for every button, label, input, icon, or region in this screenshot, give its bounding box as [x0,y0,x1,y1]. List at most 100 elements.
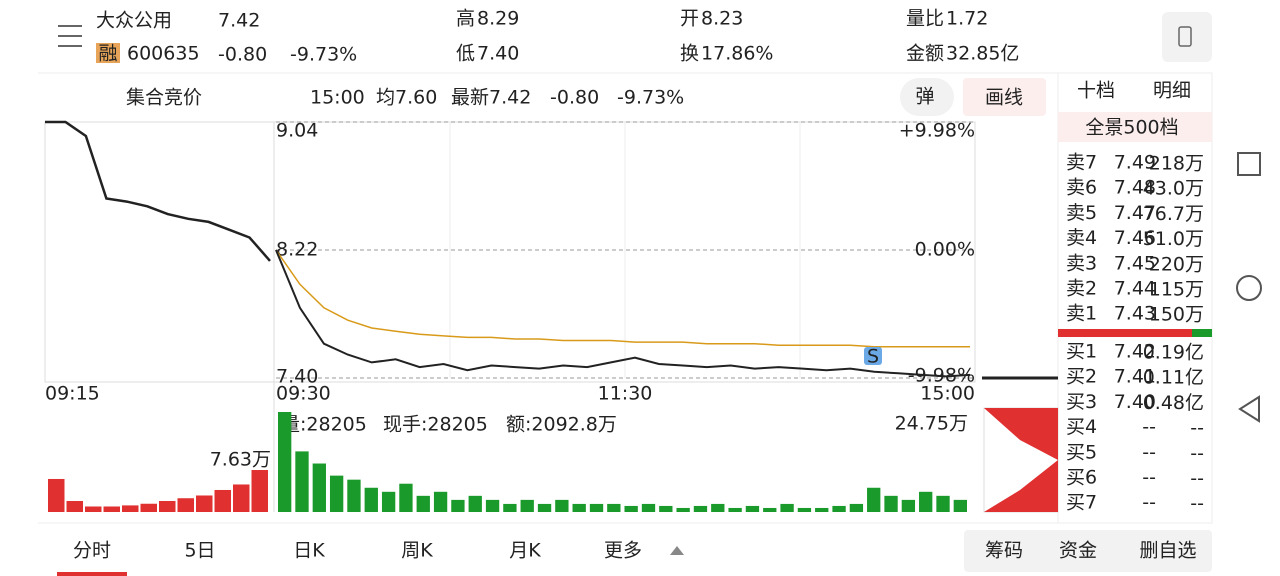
volume-bar [936,495,950,512]
y-tick-label: 7.40 [276,366,318,388]
divider-bar [1058,329,1212,337]
ob-volume: 51.0万 [1143,228,1204,250]
toolbar-change: -0.80 [550,87,599,109]
ob-volume: 76.7万 [1143,203,1204,225]
volume-bar [901,499,916,512]
volume-bar [728,507,742,512]
stat-label: 量比 [906,8,944,30]
change-pct: -9.73% [290,44,357,66]
bottom-tab[interactable]: 日K [293,540,325,562]
volume-bar [815,507,829,512]
ob-label: 卖4 [1066,227,1097,249]
volume-bar [763,507,777,512]
volume-bar [953,499,967,512]
volume: 量:28205 [281,414,367,436]
action-button[interactable]: 资金 [1059,540,1097,562]
menu-icon[interactable] [58,25,82,47]
stock-name: 大众公用 [96,10,172,32]
volume-bar [364,487,378,512]
volume-bar [468,495,482,512]
ob-volume: 218万 [1149,153,1204,175]
volume-bar [416,495,430,512]
ob-label: 买5 [1066,441,1097,463]
ob-price: -- [1142,467,1156,489]
ob-volume: 0.11亿 [1143,367,1204,389]
y2-tick-label: 0.00% [915,239,975,261]
price-line [275,249,971,378]
volume-bar [399,483,413,512]
popup[interactable]: 弹 [915,86,934,108]
panorama-bg [1058,112,1212,142]
tab[interactable]: 十档 [1077,80,1115,102]
volume-bar [693,505,708,512]
price: 7.42 [218,10,260,32]
orderbook-panel [1057,72,1213,524]
volume-bar [797,507,812,512]
ob-label: 卖6 [1066,177,1097,199]
tab[interactable]: 明细 [1153,80,1191,102]
auction-volume-bar [177,498,194,512]
ob-volume: 0.19亿 [1143,342,1204,364]
ob-price: 7.46 [1114,227,1156,249]
volume-bar [537,503,552,512]
ob-volume: -- [1190,442,1204,464]
badge: 融 [98,43,117,65]
bottom-tab[interactable]: 更多 [604,540,642,562]
auction-label: 集合竞价 [126,87,202,109]
switch-button[interactable] [1162,12,1212,62]
time-label: 09:15 [45,383,100,405]
volume-bar [711,503,725,512]
nav-recent[interactable] [1237,152,1261,176]
stat-label: 开 [680,8,699,30]
y-tick-label: 9.04 [276,120,318,142]
ob-label: 买1 [1066,341,1097,363]
nav-home[interactable] [1236,275,1262,301]
volume-bar [329,475,344,512]
stat-value: 32.85亿 [946,43,1019,65]
popup-button[interactable] [900,78,954,116]
volume-bar [867,487,881,512]
side-volume-fill [984,408,1058,460]
volume-bar [451,499,465,512]
price-line [45,120,271,262]
ob-price: -- [1142,492,1156,514]
stat-label: 金额 [906,43,944,65]
action-button[interactable]: 筹码 [985,540,1023,562]
stock-code: 600635 [127,43,200,65]
toolbar-avg: 均7.60 [376,87,437,109]
volume-bar [832,505,846,512]
bottom-tab[interactable]: 分时 [73,540,111,562]
ob-volume: -- [1190,493,1204,515]
price-line [275,249,970,348]
ob-price: 7.48 [1114,177,1156,199]
ob-label: 买3 [1066,391,1097,413]
bottom-tab[interactable]: 周K [401,540,433,562]
nav-back[interactable] [1238,395,1260,423]
bottom-tab[interactable]: 月K [509,540,541,562]
ob-label: 卖7 [1066,152,1097,174]
bottom-tab[interactable]: 5日 [184,540,215,562]
ob-label: 卖5 [1066,202,1097,224]
side-volume-fill [984,460,1058,512]
stat-value: 7.40 [477,43,519,65]
volume-bar [607,503,621,512]
draw-button[interactable] [963,78,1046,116]
more-arrow[interactable] [670,546,684,555]
auction-volume-bar [233,484,250,512]
toolbar-pct: -9.73% [617,87,684,109]
toolbar-latest: 最新7.42 [451,87,531,109]
ob-volume: -- [1190,417,1204,439]
volume-bar [919,491,933,512]
ob-price: 7.49 [1114,152,1156,174]
auction-volume-bar [140,503,157,512]
auction-volume-tick-label: 7.63万 [210,449,271,471]
y-tick-label: 8.22 [276,239,318,261]
ob-volume: 150万 [1149,304,1204,326]
action-button[interactable]: 删自选 [1139,540,1196,562]
ob-label: 卖1 [1066,303,1097,325]
ob-price: 7.47 [1114,202,1156,224]
stat-value: 8.23 [701,8,743,30]
draw-lines[interactable]: 画线 [985,87,1023,109]
panorama[interactable]: 全景500档 [1085,117,1178,139]
